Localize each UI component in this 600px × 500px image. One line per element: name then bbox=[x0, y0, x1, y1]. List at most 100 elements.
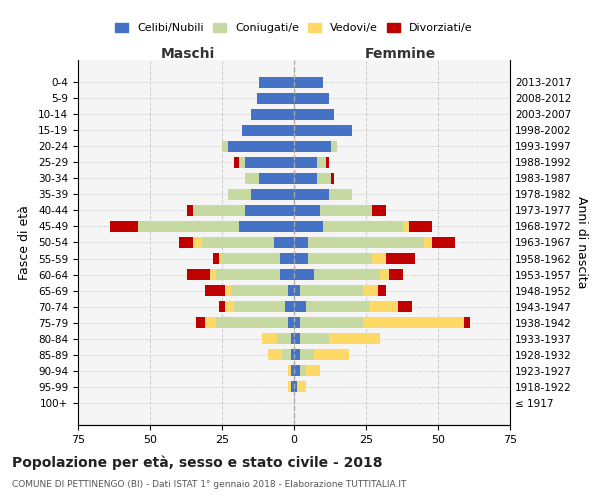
Bar bbox=[329, 189, 352, 200]
Bar bbox=[314, 349, 349, 360]
Bar bbox=[300, 349, 314, 360]
Bar bbox=[286, 301, 294, 312]
Bar bbox=[233, 156, 239, 168]
Bar bbox=[331, 140, 337, 152]
Bar bbox=[187, 205, 193, 216]
Bar bbox=[297, 381, 305, 392]
Bar bbox=[196, 317, 205, 328]
Bar bbox=[228, 140, 294, 152]
Bar bbox=[291, 333, 294, 344]
Bar bbox=[211, 269, 216, 280]
Bar bbox=[245, 156, 294, 168]
Bar bbox=[242, 124, 294, 136]
Bar bbox=[294, 237, 308, 248]
Bar bbox=[216, 317, 288, 328]
Bar bbox=[259, 76, 294, 88]
Bar bbox=[372, 253, 386, 264]
Bar bbox=[305, 301, 369, 312]
Bar bbox=[329, 333, 380, 344]
Bar bbox=[409, 221, 432, 232]
Bar bbox=[291, 381, 294, 392]
Bar bbox=[239, 221, 294, 232]
Bar bbox=[288, 365, 291, 376]
Bar bbox=[320, 205, 372, 216]
Bar bbox=[245, 205, 294, 216]
Bar bbox=[283, 349, 291, 360]
Bar bbox=[222, 140, 228, 152]
Bar bbox=[377, 285, 386, 296]
Bar bbox=[214, 253, 219, 264]
Bar bbox=[323, 221, 403, 232]
Bar bbox=[268, 349, 283, 360]
Bar bbox=[216, 269, 280, 280]
Bar bbox=[219, 301, 225, 312]
Bar bbox=[262, 333, 277, 344]
Bar bbox=[294, 381, 297, 392]
Bar bbox=[274, 237, 294, 248]
Bar bbox=[225, 301, 233, 312]
Bar bbox=[380, 269, 389, 280]
Bar bbox=[225, 285, 230, 296]
Bar bbox=[205, 317, 216, 328]
Legend: Celibi/Nubili, Coniugati/e, Vedovi/e, Divorziati/e: Celibi/Nubili, Coniugati/e, Vedovi/e, Di… bbox=[111, 18, 477, 38]
Bar bbox=[398, 301, 412, 312]
Bar bbox=[294, 173, 317, 184]
Bar bbox=[300, 317, 363, 328]
Bar bbox=[139, 221, 239, 232]
Bar bbox=[403, 221, 409, 232]
Bar bbox=[277, 333, 291, 344]
Bar bbox=[305, 365, 320, 376]
Bar bbox=[251, 189, 294, 200]
Bar bbox=[228, 189, 251, 200]
Bar bbox=[372, 205, 386, 216]
Bar bbox=[251, 108, 294, 120]
Bar bbox=[317, 173, 331, 184]
Bar bbox=[219, 253, 222, 264]
Bar bbox=[317, 156, 326, 168]
Bar bbox=[308, 237, 424, 248]
Bar bbox=[314, 269, 380, 280]
Bar bbox=[202, 237, 274, 248]
Bar bbox=[294, 92, 329, 104]
Bar bbox=[294, 76, 323, 88]
Bar bbox=[193, 205, 245, 216]
Bar bbox=[187, 269, 211, 280]
Bar bbox=[294, 365, 300, 376]
Bar bbox=[230, 285, 288, 296]
Bar bbox=[280, 253, 294, 264]
Bar bbox=[239, 156, 245, 168]
Bar bbox=[363, 285, 377, 296]
Text: COMUNE DI PETTINENGO (BI) - Dati ISTAT 1° gennaio 2018 - Elaborazione TUTTITALIA: COMUNE DI PETTINENGO (BI) - Dati ISTAT 1… bbox=[12, 480, 406, 489]
Bar bbox=[294, 189, 329, 200]
Bar bbox=[233, 301, 286, 312]
Bar bbox=[110, 221, 139, 232]
Bar bbox=[300, 285, 363, 296]
Text: Maschi: Maschi bbox=[160, 48, 215, 62]
Bar bbox=[424, 237, 432, 248]
Bar bbox=[294, 205, 320, 216]
Bar bbox=[179, 237, 193, 248]
Text: Femmine: Femmine bbox=[365, 48, 436, 62]
Bar bbox=[259, 173, 294, 184]
Bar bbox=[300, 365, 305, 376]
Bar bbox=[300, 333, 329, 344]
Bar bbox=[205, 285, 225, 296]
Bar bbox=[294, 301, 305, 312]
Bar bbox=[294, 333, 300, 344]
Bar bbox=[331, 173, 334, 184]
Bar bbox=[245, 173, 259, 184]
Bar bbox=[193, 237, 202, 248]
Bar bbox=[369, 301, 398, 312]
Bar bbox=[294, 253, 308, 264]
Bar bbox=[291, 349, 294, 360]
Bar bbox=[294, 156, 317, 168]
Bar bbox=[294, 108, 334, 120]
Bar bbox=[291, 365, 294, 376]
Bar bbox=[294, 285, 300, 296]
Text: Popolazione per età, sesso e stato civile - 2018: Popolazione per età, sesso e stato civil… bbox=[12, 455, 383, 469]
Bar bbox=[280, 269, 294, 280]
Bar bbox=[386, 253, 415, 264]
Bar bbox=[288, 381, 291, 392]
Bar bbox=[308, 253, 372, 264]
Bar bbox=[294, 269, 314, 280]
